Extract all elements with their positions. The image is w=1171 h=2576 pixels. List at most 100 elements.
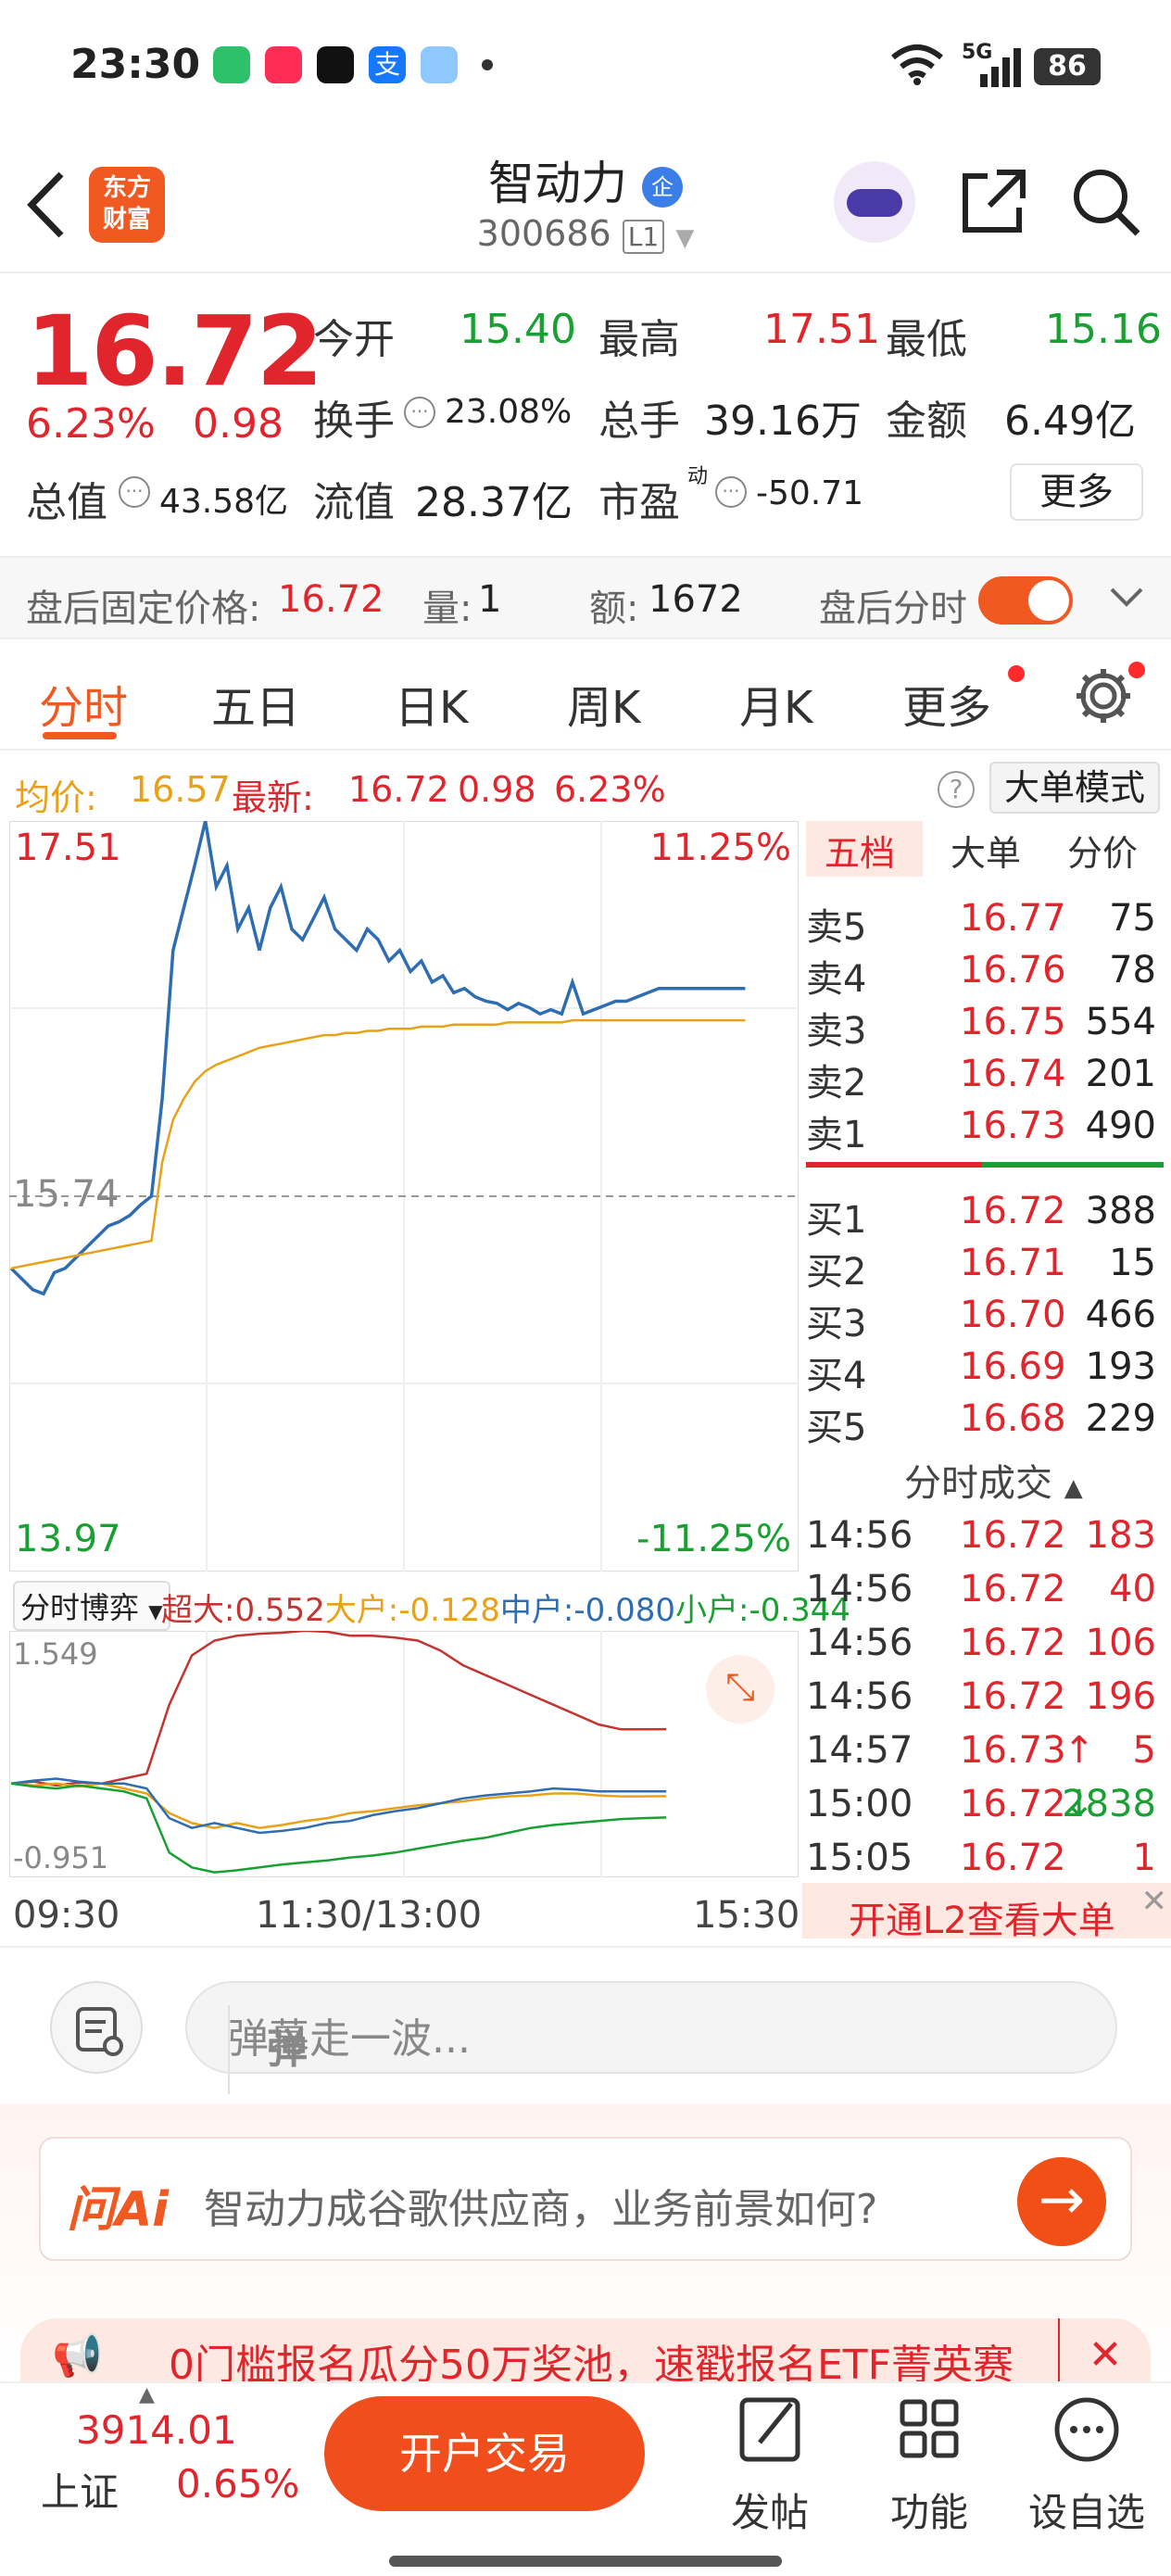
danmu-bar: 弹幕走一波... 弹 [0, 1946, 1171, 2103]
search-icon[interactable] [1071, 167, 1141, 237]
ask-level-name: 卖3 [806, 1010, 867, 1053]
ask-volume: 75 [1109, 897, 1156, 940]
help-icon[interactable]: ? [938, 771, 975, 808]
ask-level-name: 卖5 [806, 906, 867, 949]
back-icon[interactable] [26, 170, 67, 239]
legend-medium: 中户:-0.080 [499, 1592, 675, 1629]
trade-row: 14:56 16.72 40 [802, 1564, 1164, 1616]
close-icon[interactable]: ✕ [1058, 2318, 1151, 2393]
mktcap-value: 43.58亿 [159, 483, 289, 521]
settings-badge [1128, 662, 1145, 678]
nav-post-label: 发帖 [730, 2490, 809, 2535]
after-fixed-label: 盘后固定价格: [26, 587, 261, 630]
level-badge: L1 [622, 220, 665, 254]
nav-post[interactable]: 发帖 [700, 2389, 839, 2535]
trade-volume: 183 [1085, 1514, 1156, 1557]
index-value[interactable]: 3914.01 [76, 2407, 237, 2453]
bid-volume: 15 [1109, 1242, 1156, 1284]
ask-level-name: 卖1 [806, 1114, 867, 1156]
stock-name: 智动力 企 [0, 146, 1171, 213]
after-vol: 1 [478, 578, 502, 621]
promo-banner[interactable]: 📢 0门槛报名瓜分50万奖池，速戳报名ETF菁英赛 ✕ [20, 2318, 1151, 2393]
danmu-placeholder: 弹幕走一波... [228, 2015, 471, 2063]
tab-weekly-k[interactable]: 周K [567, 682, 641, 734]
legend-large: 大户:-0.128 [324, 1592, 500, 1629]
expand-icon[interactable]: ⤡ [706, 1655, 774, 1724]
tab-daily-k[interactable]: 日K [395, 682, 469, 734]
nav-functions-label: 功能 [889, 2490, 968, 2535]
legend-small: 小户:-0.344 [674, 1592, 851, 1629]
share-icon[interactable] [960, 167, 1028, 235]
bid-price: 16.71 [960, 1242, 1066, 1284]
trade-row: 14:56 16.72 183 [802, 1510, 1164, 1562]
info-icon[interactable]: ··· [715, 476, 747, 508]
nav-add-watchlist[interactable]: 设自选 [1017, 2389, 1156, 2535]
danmu-settings-button[interactable] [50, 1981, 143, 2074]
mktcap-label: 总值 [26, 479, 107, 526]
after-amt-label: 额: [589, 587, 639, 630]
price-line [9, 821, 746, 1296]
gear-icon[interactable] [1073, 665, 1134, 726]
tab-more[interactable]: 更多 [902, 682, 992, 734]
bid-level-name: 买2 [806, 1251, 867, 1294]
after-fixed-price: 16.72 [278, 578, 384, 621]
flow-line-medium [10, 1777, 667, 1835]
ask-row: 卖1 16.73 490 [802, 1101, 1164, 1156]
info-icon[interactable]: ··· [404, 397, 435, 428]
turnover-value: 23.08% [445, 393, 573, 431]
close-icon[interactable]: ✕ [1140, 1883, 1168, 1920]
capital-flow-chart[interactable]: 1.549 -0.951 ⤡ [9, 1572, 799, 1877]
promo-text: 0门槛报名瓜分50万奖池，速戳报名ETF菁英赛 [169, 2342, 1014, 2389]
ask-price: 16.73 [960, 1105, 1066, 1147]
bid-row: 买5 16.68 229 [802, 1394, 1164, 1449]
trade-row: 15:05 16.72 1 [802, 1833, 1164, 1885]
arrow-right-icon[interactable]: → [1017, 2157, 1106, 2246]
after-vol-label: 量: [422, 587, 472, 630]
avg-value: 16.57 [130, 769, 231, 810]
signal-icon [980, 48, 1021, 87]
megaphone-icon: 📢 [52, 2332, 103, 2380]
tab-price-distribution[interactable]: 分价 [1067, 833, 1139, 874]
weather-icon [421, 46, 458, 83]
ai-question-box[interactable]: 问Ai 智动力成谷歌供应商，业务前景如何? → [39, 2137, 1132, 2261]
ai-logo: 问Ai [67, 2182, 170, 2238]
tiktok-icon [317, 46, 354, 83]
tab-monthly-k[interactable]: 月K [739, 682, 813, 734]
trade-direction-icon: ↓ [1064, 1783, 1095, 1825]
high-label: 最高 [598, 316, 680, 363]
tab-five-day[interactable]: 五日 [211, 682, 301, 734]
trades-title[interactable]: 分时成交 ▲ [904, 1462, 1083, 1505]
more-notifications-icon [482, 59, 493, 70]
order-book: 五档 大单 分价 卖5 16.77 75 卖4 16.76 78 卖3 16.75 554 卖2 1… [802, 821, 1171, 1951]
ask-price: 16.77 [960, 897, 1066, 940]
enterprise-badge: 企 [641, 166, 683, 208]
l2-banner[interactable]: 开通L2查看大单 ✕ [802, 1883, 1171, 1942]
index-name: 上证 [41, 2469, 120, 2515]
info-icon[interactable]: ··· [119, 476, 150, 508]
y-bottom-label: 13.97 [15, 1518, 121, 1560]
intraday-chart[interactable]: 17.51 11.25% 15.74 13.97 -11.25% [9, 821, 799, 1572]
after-hours-toggle[interactable] [978, 576, 1073, 625]
tab-big-orders[interactable]: 大单 [951, 833, 1022, 874]
danmu-input[interactable]: 弹幕走一波... 弹 [185, 1981, 1117, 2094]
stock-code-row[interactable]: 300686 L1 ▼ [0, 213, 1171, 254]
big-order-mode-button[interactable]: 大单模式 [989, 762, 1160, 814]
avg-label: 均价: [15, 777, 97, 818]
danmu-send-button[interactable]: 弹 [228, 2005, 345, 2094]
ask-level-name: 卖2 [806, 1062, 867, 1105]
flow-dropdown[interactable]: 分时博弈 ▼ [13, 1581, 170, 1631]
open-account-trade-button[interactable]: 开户交易 [324, 2396, 645, 2511]
low-value: 15.16 [1045, 306, 1162, 353]
tab-intraday[interactable]: 分时 [39, 682, 129, 734]
flow-legend-items: 超大:0.552大户:-0.128中户:-0.080小户:-0.344 [161, 1585, 850, 1630]
ai-assistant-icon[interactable] [834, 161, 915, 243]
trade-time: 14:56 [806, 1514, 913, 1557]
nav-functions[interactable]: 功能 [860, 2389, 999, 2535]
bid-price: 16.68 [960, 1397, 1066, 1440]
chevron-down-icon[interactable] [1108, 586, 1145, 610]
ask-volume: 201 [1085, 1053, 1156, 1095]
ask-price: 16.76 [960, 949, 1066, 991]
open-label: 今开 [313, 316, 395, 363]
tab-five-levels[interactable]: 五档 [825, 833, 896, 874]
more-quote-button[interactable]: 更多 [1010, 463, 1143, 521]
